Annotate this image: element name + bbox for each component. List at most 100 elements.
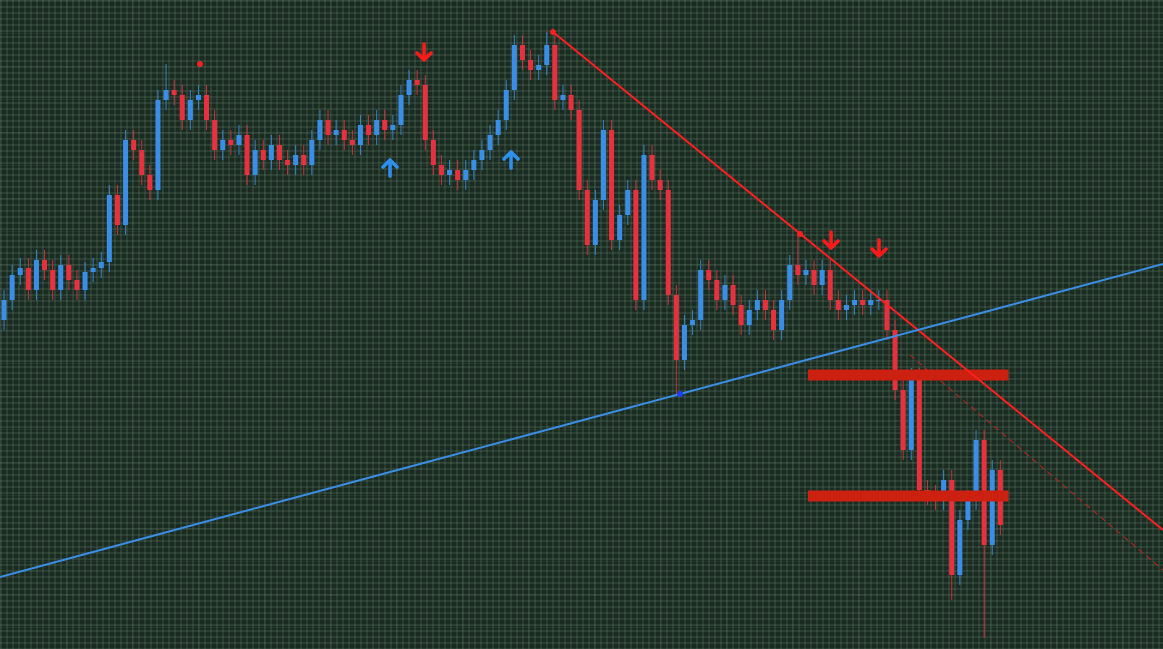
candle-body	[74, 280, 80, 290]
candle-body	[390, 125, 396, 130]
candle-body	[366, 125, 372, 135]
candle-body	[973, 440, 979, 500]
candle-body	[33, 260, 39, 290]
candle-body	[673, 295, 679, 360]
candle-body	[17, 268, 23, 275]
candle-body	[657, 180, 663, 190]
candle-body	[900, 390, 906, 450]
candle-body	[42, 260, 48, 270]
candle-body	[568, 95, 574, 110]
candle-body	[90, 268, 96, 272]
candle-body	[519, 45, 525, 60]
candle-body	[495, 120, 501, 135]
candle-body	[463, 170, 469, 180]
candle-body	[349, 140, 355, 145]
candle-body	[536, 65, 542, 70]
candle-body	[843, 305, 849, 310]
candle-body	[147, 175, 153, 190]
candle-body	[479, 150, 485, 160]
candle-body	[819, 270, 825, 285]
candle-body	[811, 270, 817, 285]
candle-body	[179, 95, 185, 120]
candle-body	[860, 300, 866, 305]
candle-body	[1, 300, 7, 320]
candle-body	[560, 95, 566, 100]
candle-body	[187, 100, 193, 120]
candle-body	[414, 80, 420, 85]
candle-body	[293, 155, 299, 165]
candle-body	[317, 120, 323, 140]
candle-body	[892, 330, 898, 390]
candle-body	[357, 125, 363, 145]
candle-body	[309, 140, 315, 165]
candle-body	[714, 280, 720, 300]
candle-body	[528, 60, 534, 70]
candle-body	[989, 470, 995, 545]
candle-body	[195, 95, 201, 100]
candle-body	[827, 270, 833, 300]
candle-body	[260, 150, 266, 160]
candle-body	[600, 130, 606, 200]
candle-body	[106, 195, 112, 262]
candle-body	[633, 190, 639, 300]
candle-body	[690, 320, 696, 325]
candle-body	[228, 140, 234, 145]
candle-body	[795, 265, 801, 275]
candle-body	[82, 272, 88, 290]
candle-body	[58, 265, 64, 290]
candle-body	[698, 270, 704, 320]
candle-body	[25, 268, 31, 290]
candle-body	[139, 150, 145, 175]
candle-body	[949, 480, 955, 575]
candle-body	[625, 190, 631, 215]
candle-body	[957, 520, 963, 575]
candle-body	[609, 130, 615, 240]
signal-arrow	[502, 150, 520, 170]
signal-arrow	[415, 42, 433, 62]
candle-body	[681, 325, 687, 360]
candle-body	[333, 130, 339, 135]
candle-body	[868, 300, 874, 305]
candle-body	[268, 145, 274, 160]
candle-body	[301, 155, 307, 165]
candle-body	[722, 285, 728, 300]
candle-body	[503, 90, 509, 120]
candle-body	[787, 265, 793, 300]
candle-body	[276, 145, 282, 160]
candle-body	[762, 300, 768, 310]
candle-body	[916, 378, 922, 490]
candle-body	[9, 275, 15, 300]
candle-body	[252, 150, 258, 175]
candle-body	[544, 45, 550, 65]
candle-body	[706, 270, 712, 280]
candle-body	[374, 120, 380, 135]
candle-body	[746, 310, 752, 325]
candle-body	[803, 270, 809, 275]
candle-body	[641, 155, 647, 300]
candle-body	[908, 378, 914, 450]
candle-body	[171, 90, 177, 95]
candle-body	[430, 140, 436, 165]
candle-body	[649, 155, 655, 180]
candle-body	[406, 80, 412, 95]
candle-body	[212, 120, 218, 150]
candle-body	[876, 300, 882, 301]
candle-body	[155, 100, 161, 190]
pivot-dot	[797, 231, 804, 237]
candle-body	[438, 165, 444, 175]
candle-body	[131, 140, 137, 150]
candle-body	[236, 135, 242, 145]
signal-arrow	[822, 230, 840, 250]
candle-body	[576, 110, 582, 190]
candle-body	[114, 195, 120, 225]
candle-body	[617, 215, 623, 240]
pivot-dot	[676, 391, 683, 397]
signal-arrow	[870, 238, 888, 258]
candle-body	[422, 85, 428, 140]
candle-body	[592, 200, 598, 245]
pivot-dot	[196, 61, 203, 67]
candle-body	[98, 262, 104, 268]
candle-body	[738, 305, 744, 325]
candle-body	[285, 160, 291, 165]
